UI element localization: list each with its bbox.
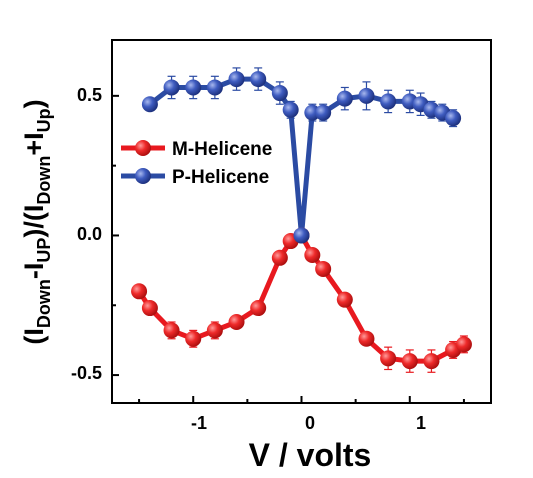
data-point-m-helicene [250,300,267,317]
data-point-m-helicene [455,336,472,353]
data-point-m-helicene [185,330,202,347]
data-point-m-helicene [358,330,375,347]
data-point-p-helicene [206,79,223,96]
x-tick-labels: -1 0 1 [191,413,426,433]
data-point-p-helicene [315,104,332,121]
legend: M-Helicene P-Helicene [121,139,272,188]
data-point-m-helicene [315,260,332,277]
data-point-m-helicene [163,322,180,339]
data-point-m-helicene [336,291,353,308]
legend-entry-m-helicene: M-Helicene [121,139,272,160]
x-axis-title: V / volts [249,437,372,473]
y-tick-label: 0.5 [77,85,102,105]
data-point-p-helicene [228,71,245,88]
legend-marker-p-helicene [135,168,151,184]
data-point-m-helicene [271,249,288,266]
data-point-m-helicene [401,353,418,370]
data-point-p-helicene [163,79,180,96]
data-point-m-helicene [304,247,321,264]
data-point-p-helicene [271,85,288,102]
data-point-p-helicene [250,71,267,88]
data-point-p-helicene [445,110,462,127]
data-point-p-helicene [293,227,310,244]
series-lines [136,76,466,364]
data-point-m-helicene [228,314,245,331]
data-point-p-helicene [141,96,158,113]
legend-entry-p-helicene: P-Helicene [121,167,269,188]
x-tick-label: 1 [416,413,426,433]
data-point-m-helicene [141,300,158,317]
data-point-m-helicene [206,322,223,339]
y-tick-label: -0.5 [71,363,102,383]
data-point-p-helicene [336,90,353,107]
axis-ticks [112,94,465,403]
legend-label-m-helicene: M-Helicene [172,139,272,160]
data-points [131,71,472,370]
x-tick-label: 0 [305,413,315,433]
x-tick-label: -1 [191,413,207,433]
data-point-m-helicene [423,353,440,370]
legend-marker-m-helicene [135,140,151,156]
data-point-p-helicene [358,87,375,104]
data-point-p-helicene [282,101,299,118]
data-point-p-helicene [185,79,202,96]
legend-label-p-helicene: P-Helicene [172,167,269,188]
y-tick-labels: -0.5 0.0 0.5 [71,85,102,383]
data-point-p-helicene [380,93,397,110]
data-point-m-helicene [380,350,397,367]
y-tick-label: 0.0 [77,224,102,244]
data-point-m-helicene [131,283,148,300]
y-axis-title: (IDown-IUP)/(IDown+IUp) [19,99,54,344]
